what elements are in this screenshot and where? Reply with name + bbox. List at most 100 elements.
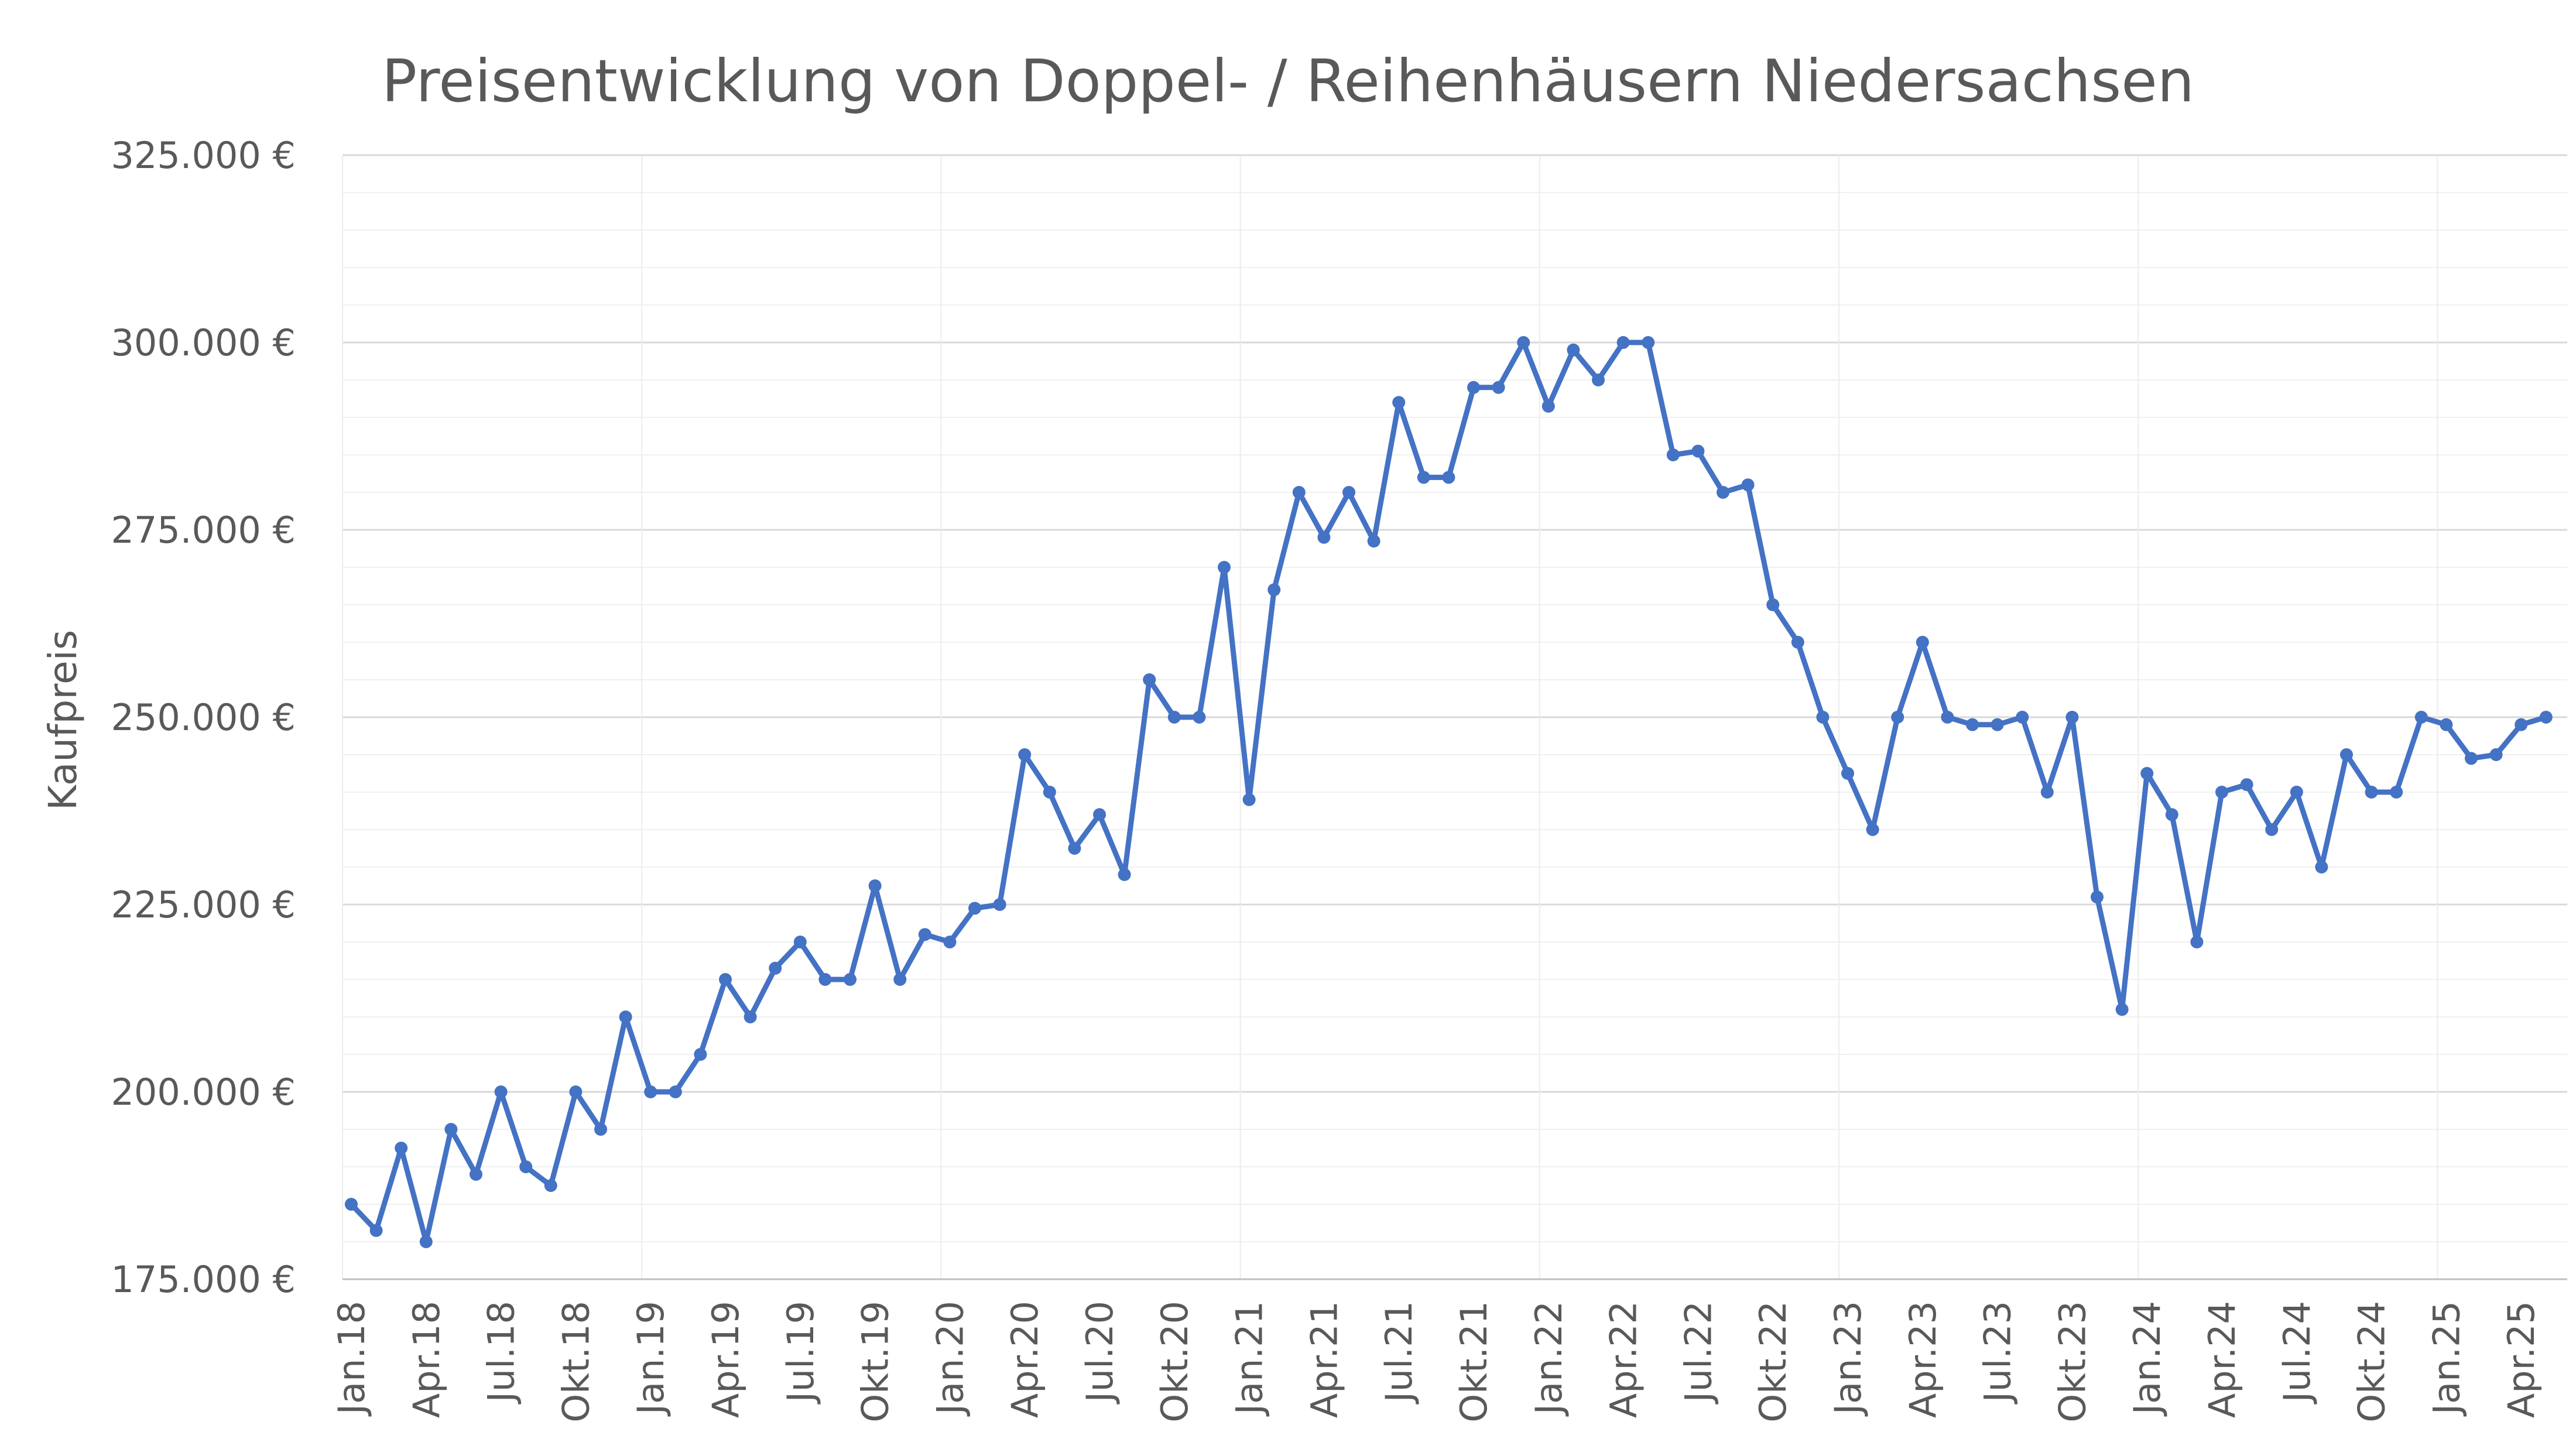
- data-point: [1616, 336, 1630, 349]
- x-tick-label: Okt.18: [554, 1301, 597, 1423]
- x-tick-label: Jan.19: [629, 1301, 672, 1417]
- x-tick-label: Apr.18: [405, 1301, 448, 1418]
- data-point: [694, 1048, 707, 1061]
- data-point: [594, 1123, 607, 1136]
- data-point: [744, 1010, 757, 1023]
- x-tick-label: Okt.23: [2051, 1301, 2094, 1423]
- series-points: [345, 336, 2553, 1248]
- data-point: [1417, 471, 1430, 484]
- y-axis-ticks: 175.000 € 200.000 € 225.000 € 250.000 € 275.…: [111, 134, 296, 1301]
- data-point: [1517, 336, 1530, 349]
- data-point: [844, 973, 857, 986]
- data-point: [1891, 711, 1904, 724]
- x-tick-label: Jul.20: [1078, 1301, 1121, 1405]
- data-point: [444, 1123, 458, 1136]
- data-point: [1068, 842, 1081, 855]
- x-tick-label: Jul.24: [2276, 1301, 2318, 1405]
- x-tick-label: Apr.20: [1003, 1301, 1046, 1418]
- x-tick-label: Jan.20: [929, 1301, 971, 1417]
- x-tick-label: Okt.19: [854, 1301, 897, 1423]
- data-point: [1841, 767, 1854, 780]
- data-point: [769, 961, 782, 975]
- data-point: [2465, 752, 2478, 765]
- data-point: [1492, 381, 1505, 394]
- data-point: [1268, 583, 1281, 597]
- x-tick-label: Okt.20: [1153, 1301, 1196, 1423]
- x-tick-label: Jul.21: [1378, 1301, 1420, 1405]
- x-tick-label: Apr.21: [1303, 1301, 1345, 1418]
- data-point: [1766, 598, 1780, 611]
- data-point: [1916, 636, 1929, 649]
- data-point: [1043, 786, 1056, 799]
- data-point: [893, 973, 907, 986]
- data-point: [1791, 636, 1804, 649]
- data-point: [1143, 673, 1156, 686]
- x-tick-label: Jan.25: [2425, 1301, 2468, 1417]
- data-point: [2190, 936, 2204, 948]
- data-point: [2040, 786, 2054, 799]
- data-point: [1367, 535, 1381, 548]
- data-point: [1691, 444, 1705, 458]
- x-tick-label: Jan.23: [1827, 1301, 1869, 1417]
- data-point: [1642, 336, 1655, 349]
- y-tick-label: 175.000 €: [111, 1258, 296, 1301]
- data-point: [1342, 486, 1355, 499]
- data-point: [470, 1167, 482, 1181]
- data-point: [1592, 374, 1605, 386]
- data-point: [2539, 711, 2553, 724]
- data-point: [719, 973, 732, 986]
- data-point: [968, 902, 981, 915]
- minor-gridlines: [342, 192, 2567, 1242]
- x-tick-label: Apr.19: [704, 1301, 747, 1418]
- data-point: [345, 1198, 358, 1211]
- data-point: [993, 898, 1006, 911]
- y-tick-label: 300.000 €: [111, 321, 296, 364]
- data-point: [1242, 793, 1256, 806]
- x-tick-label: Jul.18: [480, 1301, 523, 1405]
- data-point: [2365, 786, 2378, 799]
- data-point: [1966, 718, 1979, 731]
- data-point: [1542, 399, 1555, 413]
- y-tick-label: 325.000 €: [111, 134, 296, 177]
- data-point: [2515, 718, 2528, 731]
- x-tick-label: Okt.21: [1453, 1301, 1495, 1423]
- data-point: [1866, 823, 1879, 836]
- data-point: [1666, 448, 1680, 461]
- data-point: [544, 1179, 557, 1192]
- data-point: [1018, 748, 1032, 761]
- data-point: [2315, 861, 2328, 873]
- data-point: [419, 1235, 433, 1248]
- y-tick-label: 225.000 €: [111, 883, 296, 926]
- data-point: [1567, 343, 1580, 357]
- data-point: [2016, 711, 2029, 724]
- y-axis-label: Kaufpreis: [40, 630, 85, 811]
- x-tick-label: Jul.23: [1976, 1301, 2019, 1405]
- y-tick-label: 250.000 €: [111, 696, 296, 739]
- data-point: [1193, 711, 1206, 724]
- data-point: [1118, 868, 1131, 881]
- data-point: [868, 879, 882, 892]
- data-point: [2091, 890, 2104, 904]
- data-point: [793, 936, 807, 948]
- x-tick-label: Apr.22: [1602, 1301, 1645, 1418]
- data-point: [818, 973, 832, 986]
- y-tick-label: 200.000 €: [111, 1071, 296, 1114]
- data-point: [1442, 471, 1455, 484]
- data-point: [1292, 486, 1306, 499]
- x-tick-label: Apr.24: [2201, 1301, 2243, 1418]
- x-tick-label: Apr.25: [2500, 1301, 2543, 1418]
- data-point: [2240, 778, 2253, 792]
- data-point: [1941, 711, 1954, 724]
- data-point: [2340, 748, 2353, 761]
- major-gridlines: [342, 154, 2567, 1093]
- data-point: [2489, 748, 2503, 761]
- x-tick-label: Jul.19: [779, 1301, 822, 1405]
- data-point: [2290, 786, 2303, 799]
- data-point: [369, 1224, 383, 1237]
- data-point: [1467, 381, 1480, 394]
- x-tick-label: Okt.22: [1752, 1301, 1794, 1423]
- data-point: [395, 1142, 408, 1155]
- x-tick-label: Jan.22: [1527, 1301, 1570, 1417]
- x-tick-label: Jan.18: [330, 1301, 373, 1417]
